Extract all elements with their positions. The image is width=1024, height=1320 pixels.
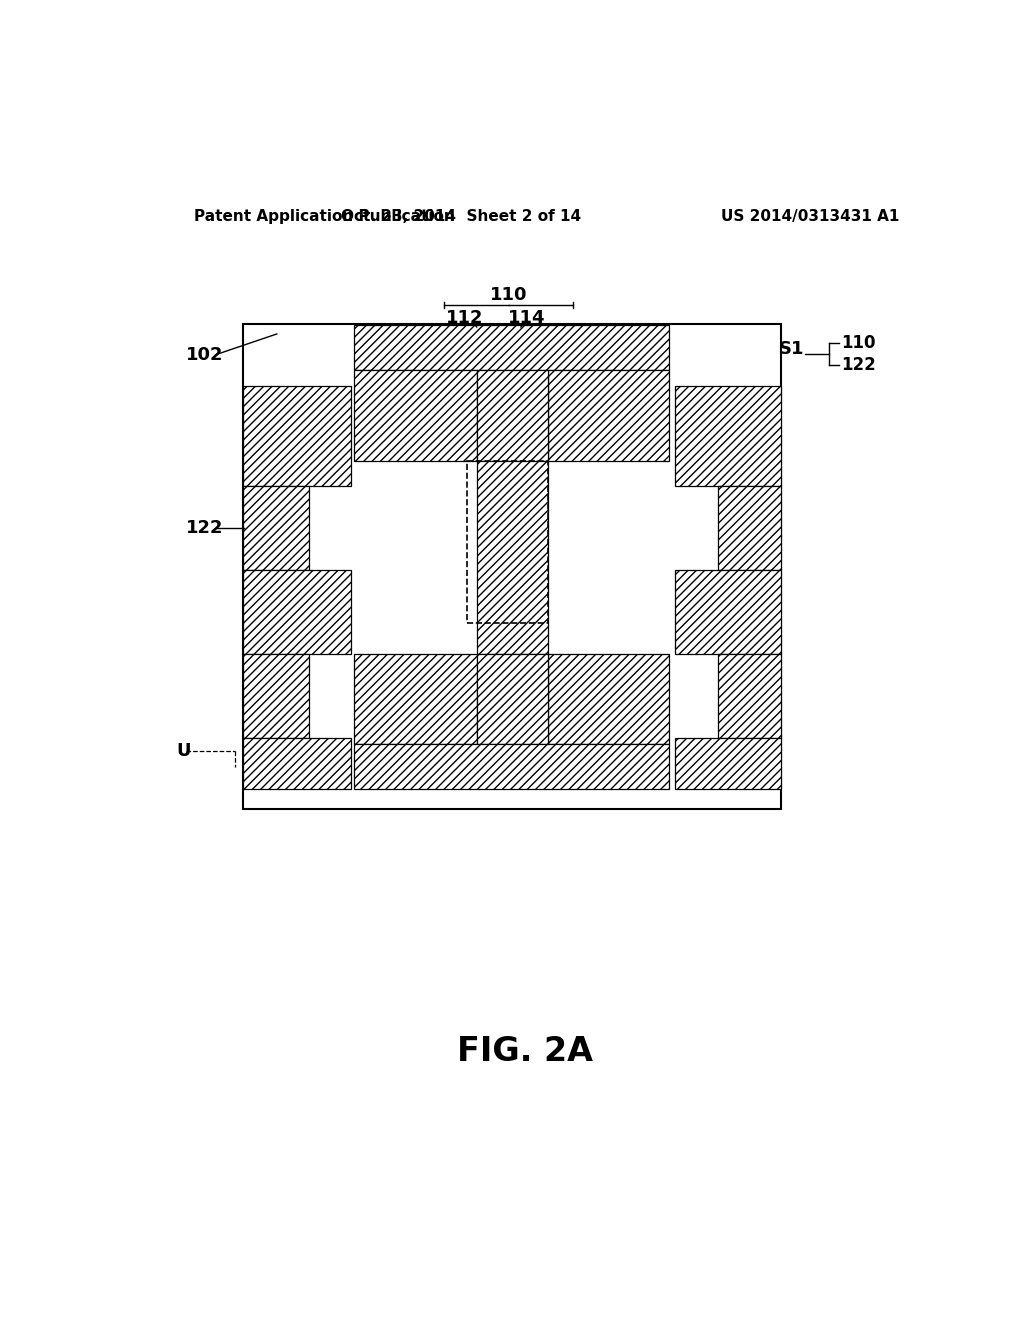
Text: Oct. 23, 2014  Sheet 2 of 14: Oct. 23, 2014 Sheet 2 of 14 bbox=[341, 209, 582, 223]
Bar bbox=[243, 486, 308, 570]
Bar bbox=[675, 385, 781, 486]
Bar bbox=[477, 370, 548, 461]
Bar bbox=[243, 385, 351, 486]
Bar bbox=[477, 461, 548, 653]
Bar bbox=[243, 570, 351, 653]
Bar bbox=[354, 326, 669, 370]
Text: 110: 110 bbox=[489, 286, 527, 305]
Text: S1: S1 bbox=[778, 341, 804, 358]
Text: Patent Application Publication: Patent Application Publication bbox=[194, 209, 455, 223]
Text: US 2014/0313431 A1: US 2014/0313431 A1 bbox=[721, 209, 899, 223]
Bar bbox=[548, 653, 669, 744]
Bar bbox=[477, 653, 548, 744]
Bar bbox=[354, 744, 669, 789]
Bar bbox=[675, 570, 781, 653]
Text: FIG. 2A: FIG. 2A bbox=[457, 1035, 593, 1068]
Bar bbox=[243, 738, 351, 789]
Text: 102: 102 bbox=[186, 346, 223, 364]
Text: 122: 122 bbox=[841, 356, 876, 374]
Bar bbox=[718, 486, 781, 570]
Text: 110: 110 bbox=[841, 334, 876, 352]
Bar bbox=[675, 738, 781, 789]
Bar bbox=[354, 370, 477, 461]
Text: U: U bbox=[176, 742, 190, 760]
Text: 112: 112 bbox=[446, 309, 484, 327]
Bar bbox=[467, 461, 548, 623]
Bar bbox=[548, 370, 669, 461]
Bar bbox=[718, 653, 781, 738]
Text: 122: 122 bbox=[186, 519, 223, 537]
Bar bbox=[243, 653, 308, 738]
Text: 114: 114 bbox=[508, 309, 546, 327]
Bar bbox=[354, 653, 477, 744]
Bar bbox=[243, 323, 781, 809]
